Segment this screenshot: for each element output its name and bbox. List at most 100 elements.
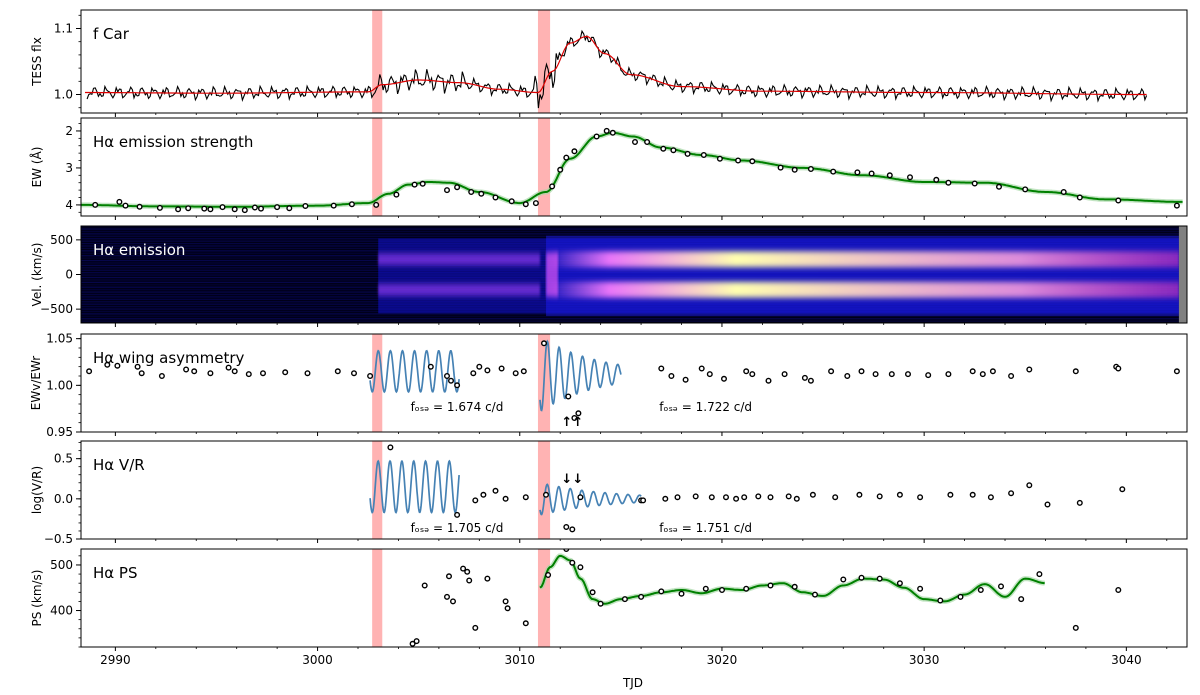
ew-data-point <box>907 174 914 181</box>
ew-data-point <box>454 184 461 191</box>
vr-data-point <box>793 495 800 502</box>
asym-data-point <box>470 370 477 377</box>
asym-data-point <box>498 365 505 372</box>
asym-data-point <box>905 371 912 378</box>
asym-plot-area <box>86 334 1180 432</box>
vr-oscillation-fit-2 <box>539 483 642 516</box>
ew-panel-title: Hα emission strength <box>93 133 253 151</box>
x-tick-label: 3020 <box>707 653 738 667</box>
ew-data-point <box>522 201 529 208</box>
asym-data-point <box>207 370 214 377</box>
ps-event-band <box>372 549 383 647</box>
asym-data-point <box>945 371 952 378</box>
ew-plot-area <box>81 118 1183 216</box>
ps-data-point <box>472 624 479 631</box>
ps-panel: 400 500 PS (km/s) Hα PS 2990 3000 3010 3020 3030… <box>30 548 1188 667</box>
asym-data-point <box>367 373 374 380</box>
vr-frequency-annotation: fₒₛₔ = 1.705 c/d <box>411 521 504 535</box>
ew-data-point <box>549 183 556 190</box>
ew-data-point <box>330 202 337 209</box>
asym-data-point <box>749 371 756 378</box>
vr-data-point <box>1119 486 1126 493</box>
asym-data-point <box>260 370 267 377</box>
vr-data-point <box>876 493 883 500</box>
vr-ytick-label: 0.0 <box>54 492 73 506</box>
ps-data-point <box>937 597 944 604</box>
vr-data-point <box>387 444 394 451</box>
ew-data-point <box>749 158 756 165</box>
ew-panel: 2 3 4 EW (Å) Hα emission strength <box>29 117 1188 220</box>
ps-data-point <box>1036 571 1043 578</box>
ps-data-point <box>589 589 596 596</box>
x-tick-label: 3000 <box>302 653 333 667</box>
asym-data-point <box>476 363 483 370</box>
asym-data-point <box>571 415 578 422</box>
ew-ytick-label: 2 <box>65 124 73 138</box>
ps-data-point <box>767 582 774 589</box>
asym-data-point <box>231 368 238 375</box>
tess-light-curve <box>86 29 1148 109</box>
asym-data-point <box>872 371 879 378</box>
vr-frequency-annotation: fₒₛₔ = 1.751 c/d <box>659 521 752 535</box>
asym-data-point <box>969 368 976 375</box>
ew-data-point <box>1076 194 1083 201</box>
vr-data-point <box>692 493 699 500</box>
dyn-noise-row <box>81 313 1187 315</box>
ps-data-point <box>466 577 473 584</box>
asym-data-point <box>858 368 865 375</box>
asym-data-point <box>1173 368 1180 375</box>
asym-ytick-label: 0.95 <box>46 425 73 439</box>
tess-event-band <box>372 10 383 113</box>
ew-data-point <box>1115 197 1122 204</box>
asym-data-point <box>888 371 895 378</box>
ps-data-point <box>413 638 420 645</box>
ew-data-point <box>532 200 539 207</box>
vr-epoch-arrows: ↓↓ <box>561 472 583 487</box>
tess-panel: 1.0 1.1 TESS flx f Car <box>30 9 1188 117</box>
ps-data-point <box>450 598 457 605</box>
ps-data-point <box>460 565 467 572</box>
asym-oscillation-fit-1 <box>369 349 460 394</box>
ew-data-point <box>886 172 893 179</box>
ps-data-point <box>858 574 865 581</box>
ew-data-point <box>1060 188 1067 195</box>
vr-ylabel: log(V/R) <box>30 466 44 514</box>
asym-data-point <box>743 368 750 375</box>
asym-data-point <box>183 366 190 373</box>
ew-data-point <box>207 206 214 213</box>
ps-data-point <box>504 605 511 612</box>
vr-data-point <box>1044 501 1051 508</box>
ps-data-point <box>743 585 750 592</box>
vr-data-point <box>767 494 774 501</box>
x-tick-label: 3030 <box>909 653 940 667</box>
asym-data-point <box>807 377 814 384</box>
ew-data-point <box>716 155 723 162</box>
asym-data-point <box>698 365 705 372</box>
ew-data-point <box>92 201 99 208</box>
vr-data-point <box>569 526 576 533</box>
vr-data-point <box>741 494 748 501</box>
dyn-ytick-label: 0 <box>65 268 73 282</box>
ew-data-point <box>136 203 143 210</box>
tess-plot-area <box>85 10 1148 113</box>
ew-data-point <box>175 206 182 213</box>
vr-data-point <box>896 491 903 498</box>
ew-data-point <box>492 194 499 201</box>
asym-frequency-annotation: fₒₛₔ = 1.722 c/d <box>659 400 752 414</box>
asym-data-point <box>658 365 665 372</box>
ew-data-point <box>684 150 691 157</box>
asym-data-point <box>668 373 675 380</box>
asym-data-point <box>448 377 455 384</box>
dyn-noise-row <box>81 320 1187 322</box>
ew-data-point <box>201 205 208 212</box>
ps-data-point <box>577 564 584 571</box>
asym-data-point <box>334 368 341 375</box>
vr-data-point <box>480 491 487 498</box>
dyn-ylabel: Vel. (km/s) <box>30 243 44 307</box>
dyn-missing-data <box>1178 226 1187 323</box>
asym-data-point <box>541 340 548 347</box>
ps-data-point <box>421 582 428 589</box>
dyn-noise-row <box>81 315 1187 317</box>
ew-data-point <box>933 176 940 183</box>
